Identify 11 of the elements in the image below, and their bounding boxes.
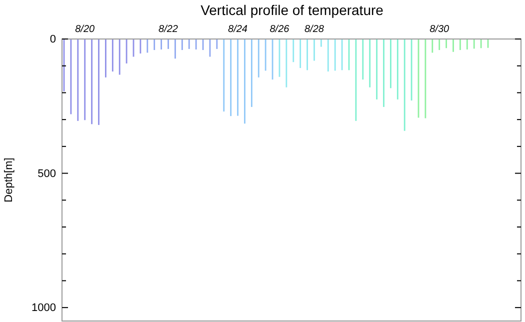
- x-tick-label: 8/30: [430, 24, 450, 35]
- x-tick-label: 8/28: [304, 24, 324, 35]
- x-tick-label: 8/26: [270, 24, 290, 35]
- x-tick-label: 8/22: [158, 24, 178, 35]
- y-tick-label: 500: [38, 168, 56, 180]
- x-tick-label: 8/24: [228, 24, 248, 35]
- y-tick-label: 1000: [32, 302, 56, 314]
- chart-title: Vertical profile of temperature: [200, 2, 384, 18]
- y-tick-label: 0: [50, 34, 56, 46]
- y-axis-title: Depth[m]: [3, 158, 15, 202]
- x-tick-label: 8/20: [75, 24, 96, 35]
